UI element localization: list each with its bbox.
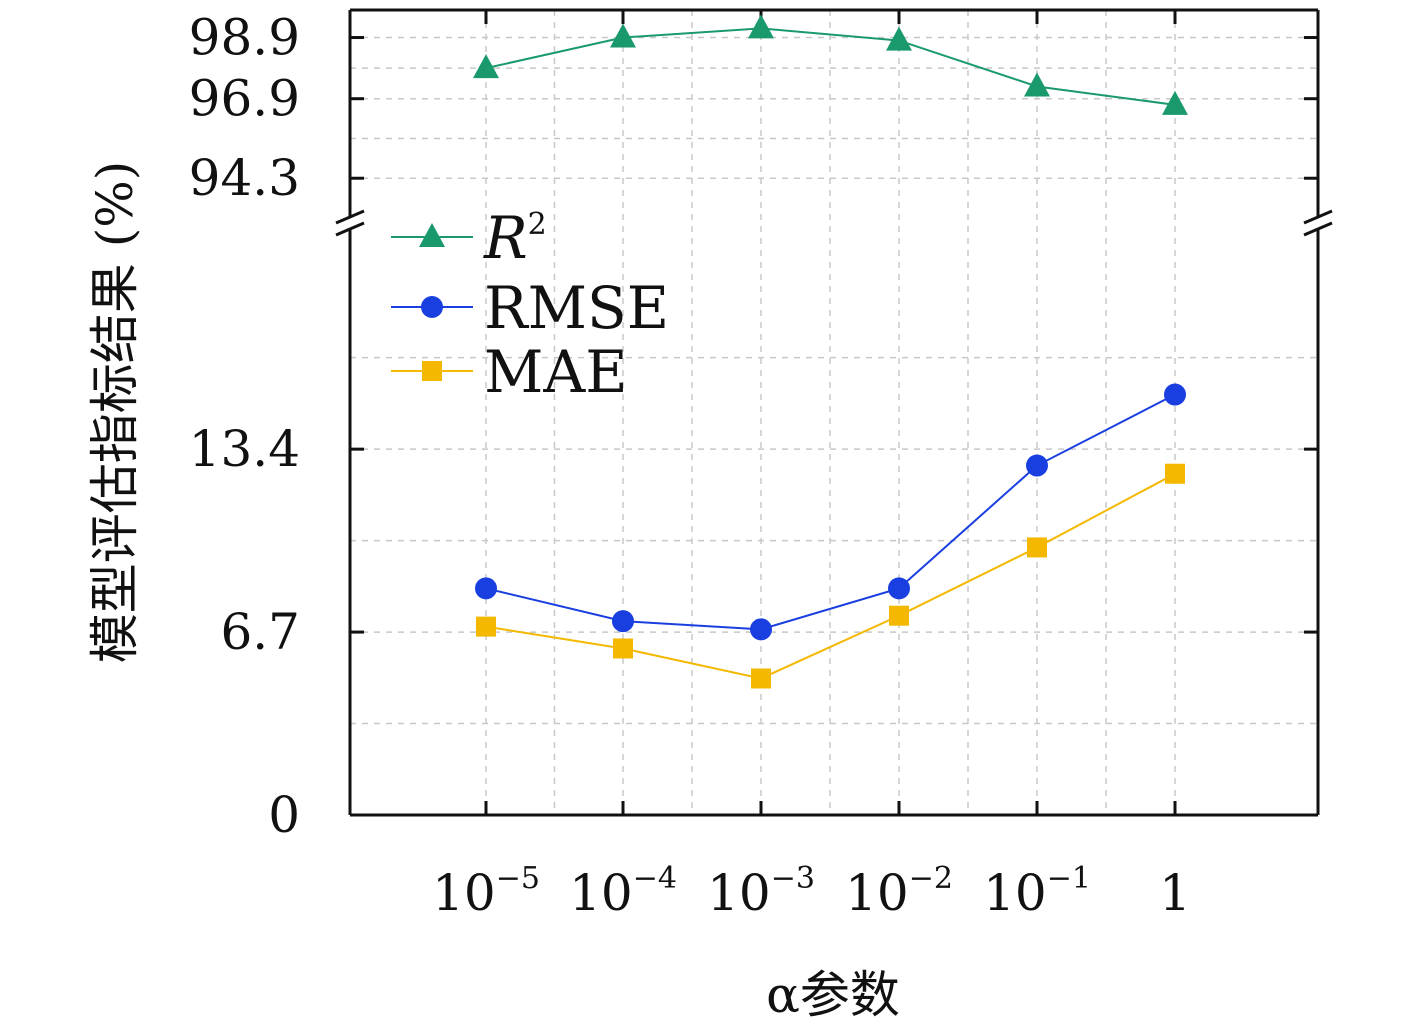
data-point-r	[473, 54, 499, 79]
y-tick-label: 98.9	[189, 9, 300, 67]
data-point-rmse	[750, 618, 772, 641]
y-tick-label: 94.3	[189, 149, 300, 207]
y-tick-label: 13.4	[189, 420, 300, 478]
data-point-rmse	[1164, 383, 1186, 406]
x-tick-label: 10−3	[707, 861, 815, 922]
data-point-mae	[1027, 537, 1047, 558]
axis-break-mark	[1303, 221, 1333, 237]
series-line-mae	[485, 472, 1176, 680]
data-point-rmse	[612, 610, 634, 633]
data-point-mae	[476, 616, 496, 637]
data-point-r	[1162, 90, 1188, 115]
grid-lines	[350, 10, 1318, 816]
x-tick-label: 10−2	[845, 861, 953, 922]
data-point-r	[748, 14, 774, 39]
legend-label-mae: MAE	[484, 338, 628, 406]
y-tick-label: 96.9	[189, 70, 300, 128]
axis-break-mark	[1303, 209, 1333, 225]
axis-break-mark	[335, 209, 365, 225]
x-ticks: 10−5 10−4 10−3 10−2 10−1 1	[432, 10, 1191, 922]
data-point-rmse	[888, 577, 910, 600]
data-point-mae	[613, 638, 633, 659]
y-ticks: 94.3 96.998.9 0 6.7 13.4	[189, 9, 1318, 844]
legend-marker-mae	[422, 361, 442, 381]
x-tick-label: 10−1	[983, 861, 1091, 922]
legend-marker-rmse	[421, 296, 443, 318]
data-point-rmse	[1026, 454, 1048, 477]
x-tick-label: 10−4	[569, 861, 677, 922]
plot-frame	[335, 8, 1333, 817]
data-point-mae	[1165, 463, 1185, 484]
data-point-rmse	[475, 577, 497, 600]
legend-label-r: R2	[483, 204, 547, 272]
series	[473, 14, 1188, 689]
series-line-rmse	[485, 393, 1176, 631]
data-point-r	[886, 26, 912, 51]
data-point-r	[610, 23, 636, 48]
data-point-r	[1024, 72, 1050, 97]
legend-marker-r	[419, 223, 445, 247]
y-axis-title: 模型评估指标结果 (%)	[86, 161, 144, 663]
series-line-r	[485, 27, 1176, 106]
x-tick-label: 1	[1159, 864, 1191, 922]
data-point-mae	[751, 668, 771, 689]
x-axis-title: α参数	[766, 966, 900, 1024]
x-tick-label: 10−5	[432, 861, 540, 922]
y-tick-label: 6.7	[220, 603, 300, 661]
legend-label-rmse: RMSE	[484, 274, 669, 342]
axis-break-mark	[335, 221, 365, 237]
y-tick-label: 0	[268, 786, 300, 844]
data-point-mae	[889, 605, 909, 626]
